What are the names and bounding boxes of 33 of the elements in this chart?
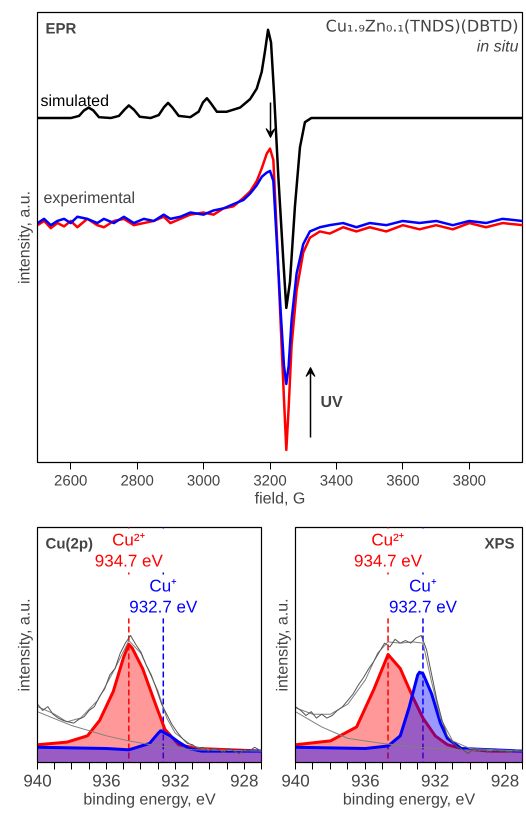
annotation: experimental [44,190,136,207]
x-tick-label: 2800 [120,472,154,490]
series-label: simulated [40,93,109,110]
ref-line-label: Cu²⁺ 934.7 eV [354,530,423,570]
x-tick-label: 940 [281,772,310,790]
x-tick-label: 928 [490,772,520,790]
y-axis-title: intensity, a.u. [16,190,34,284]
x-axis-title: field, G [254,490,306,508]
chart-title: Cu(2p) [46,536,93,552]
chart-title: EPR [46,20,77,38]
x-tick-label: 928 [230,772,258,790]
x-axis-title: binding energy, eV [83,792,216,808]
annotation: in situ [476,38,519,56]
x-tick-label: 932 [161,772,190,790]
annotation: UV [320,394,344,411]
ref-line-label: Cu²⁺ 934.7 eV [94,530,164,570]
ref-line-label: Cu⁺ 932.7 eV [129,576,198,616]
x-tick-label: 3800 [452,472,486,490]
x-tick-label: 936 [92,772,121,790]
y-axis-title: intensity, a.u. [274,598,292,692]
x-tick-label: 3200 [253,472,287,490]
x-tick-label: 940 [23,772,52,790]
ref-line-label: Cu⁺ 932.7 eV [388,576,458,616]
y-axis-title: intensity, a.u. [16,598,34,692]
x-tick-label: 936 [351,772,380,790]
x-tick-label: 3000 [186,472,220,490]
chart-title: XPS [484,536,514,552]
x-tick-label: 932 [421,772,450,790]
x-tick-label: 2600 [54,472,88,490]
x-axis-title: binding energy, eV [342,792,476,808]
x-tick-label: 3400 [320,472,354,490]
chart-subtitle: Cu₁.₉Zn₀.₁(TNDS)(DBTD) [326,16,519,36]
x-tick-label: 3600 [386,472,420,490]
